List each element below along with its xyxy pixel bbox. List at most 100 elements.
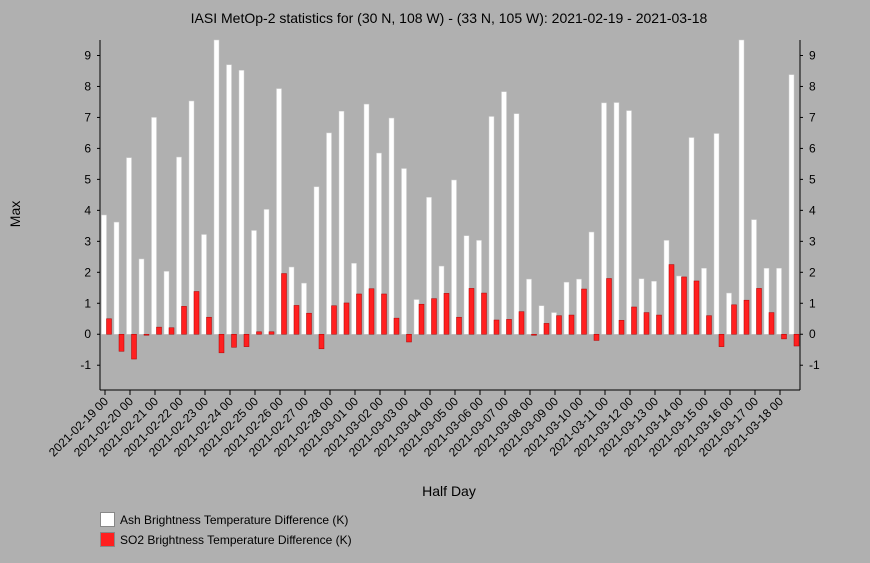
y-tick-label-right: 3 bbox=[809, 234, 816, 248]
ash-bar bbox=[351, 263, 357, 335]
legend-swatch-ash bbox=[100, 512, 115, 527]
y-tick-label-right: 5 bbox=[809, 172, 816, 186]
legend-label-ash: Ash Brightness Temperature Difference (K… bbox=[120, 512, 349, 527]
so2-bar bbox=[693, 280, 700, 335]
so2-bar bbox=[293, 305, 300, 335]
ash-bar bbox=[376, 152, 382, 335]
ash-bar bbox=[363, 103, 370, 335]
so2-bar bbox=[481, 292, 487, 335]
y-tick-label-right: 0 bbox=[809, 327, 816, 341]
chart-title: IASI MetOp-2 statistics for (30 N, 108 W… bbox=[191, 10, 708, 26]
so2-bar bbox=[118, 333, 125, 352]
so2-bar bbox=[731, 304, 737, 335]
so2-bar bbox=[406, 333, 412, 343]
ash-bar bbox=[476, 240, 482, 335]
ash-bar bbox=[263, 209, 270, 335]
ash-bar bbox=[651, 281, 657, 335]
y-tick-label-left: 0 bbox=[84, 327, 91, 341]
so2-bar bbox=[231, 333, 237, 348]
y-tick-label-right: 2 bbox=[809, 265, 816, 279]
so2-bar bbox=[656, 314, 662, 335]
ash-bar bbox=[251, 230, 257, 335]
y-tick-label-left: 7 bbox=[84, 110, 91, 124]
y-tick-label-left: -1 bbox=[80, 358, 91, 372]
so2-bar bbox=[606, 278, 612, 335]
ash-bar bbox=[726, 292, 732, 335]
ash-bar bbox=[238, 70, 245, 335]
so2-bar bbox=[256, 331, 262, 335]
ash-bar bbox=[101, 214, 107, 335]
x-axis-label: Half Day bbox=[422, 483, 476, 499]
ash-bar bbox=[176, 156, 182, 335]
so2-bar bbox=[331, 305, 337, 335]
y-tick-label-left: 5 bbox=[84, 172, 91, 186]
ash-bar bbox=[551, 312, 557, 335]
so2-bar bbox=[581, 288, 587, 335]
ash-bar bbox=[201, 234, 207, 335]
so2-bar bbox=[381, 293, 387, 335]
ash-bar bbox=[513, 113, 520, 335]
so2-bar bbox=[181, 306, 187, 335]
ash-bar bbox=[626, 110, 632, 335]
ash-bar bbox=[126, 157, 132, 335]
ash-bar bbox=[638, 278, 645, 335]
y-tick-label-right: 8 bbox=[809, 79, 816, 93]
so2-bar bbox=[356, 293, 362, 335]
ash-bar bbox=[701, 268, 707, 335]
y-tick-label-left: 3 bbox=[84, 234, 91, 248]
ash-bar bbox=[738, 39, 745, 335]
so2-bar bbox=[743, 299, 750, 335]
so2-bar bbox=[518, 311, 525, 335]
so2-bar bbox=[643, 312, 650, 335]
so2-bar bbox=[243, 333, 250, 347]
so2-bar bbox=[618, 320, 625, 335]
legend-item-so2: SO2 Brightness Temperature Difference (K… bbox=[100, 532, 352, 547]
so2-bar bbox=[368, 288, 375, 335]
ash-bar bbox=[663, 240, 670, 335]
ash-bar bbox=[676, 275, 682, 335]
ash-bar bbox=[601, 102, 607, 335]
y-tick-label-left: 1 bbox=[84, 296, 91, 310]
ash-bar bbox=[188, 100, 195, 335]
so2-bar bbox=[218, 333, 225, 354]
ash-bar bbox=[413, 299, 420, 335]
ash-bar bbox=[163, 271, 170, 335]
so2-bar bbox=[456, 316, 462, 335]
y-tick-label-left: 6 bbox=[84, 141, 91, 155]
so2-bar bbox=[718, 333, 725, 347]
so2-bar bbox=[268, 331, 275, 335]
so2-bar bbox=[206, 316, 212, 335]
y-tick-label-left: 8 bbox=[84, 79, 91, 93]
y-axis-label: Max bbox=[7, 201, 23, 227]
so2-bar bbox=[756, 288, 762, 335]
ash-bar bbox=[113, 221, 120, 335]
ash-bar bbox=[438, 265, 445, 335]
ash-bar bbox=[751, 219, 757, 335]
so2-bar bbox=[631, 306, 637, 335]
so2-bar bbox=[468, 288, 475, 335]
so2-bar bbox=[768, 312, 775, 335]
so2-bar bbox=[431, 298, 437, 335]
y-tick-label-left: 9 bbox=[84, 48, 91, 62]
ash-bar bbox=[688, 137, 695, 335]
y-tick-label-right: 4 bbox=[809, 203, 816, 217]
ash-bar bbox=[288, 266, 295, 335]
so2-bar bbox=[531, 333, 537, 336]
ash-bar bbox=[401, 168, 407, 335]
so2-bar bbox=[306, 312, 312, 335]
legend-swatch-so2 bbox=[100, 532, 115, 547]
ash-bar bbox=[426, 197, 432, 335]
axes: -1 -1 0 0 1 1 2 2 3 3 4 4 5 5 6 6 7 7 8 8 9 9 bbox=[80, 40, 820, 391]
so2-bar bbox=[393, 317, 400, 335]
so2-bar bbox=[543, 323, 550, 335]
y-tick-label-right: 9 bbox=[809, 48, 816, 62]
ash-bar bbox=[138, 258, 145, 335]
so2-bar bbox=[418, 303, 425, 335]
ash-bar bbox=[788, 74, 795, 335]
legend-item-ash: Ash Brightness Temperature Difference (K… bbox=[100, 512, 348, 527]
y-tick-label-right: 6 bbox=[809, 141, 816, 155]
so2-bar bbox=[556, 315, 562, 335]
y-tick-label-right: 1 bbox=[809, 296, 816, 310]
so2-bar bbox=[568, 314, 575, 335]
so2-bar bbox=[193, 291, 200, 335]
